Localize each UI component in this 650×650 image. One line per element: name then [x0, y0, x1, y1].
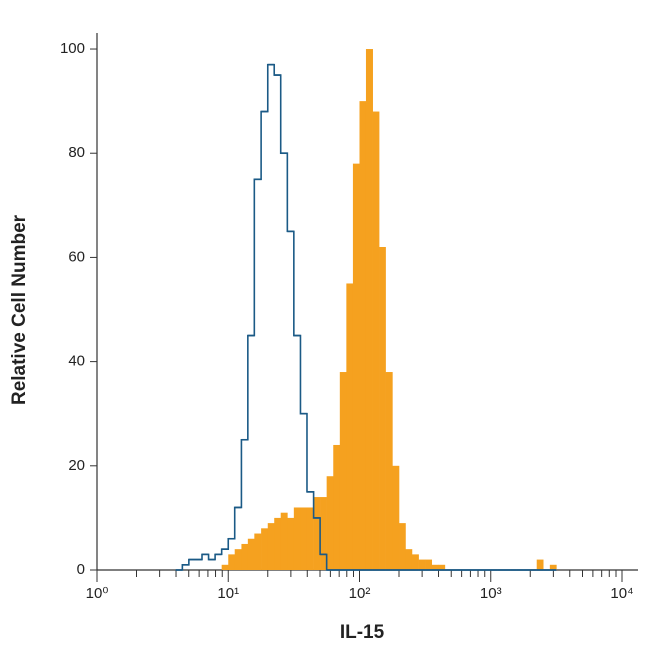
- y-tick-label: 60: [68, 248, 85, 265]
- histogram-bar: [411, 554, 419, 570]
- x-tick-label: 10²: [349, 585, 371, 602]
- histogram-bar: [438, 564, 446, 570]
- histogram-bar: [359, 101, 367, 570]
- x-tick-label: 10¹: [217, 585, 239, 602]
- histogram-bar: [313, 497, 321, 570]
- histogram-bar: [261, 528, 269, 570]
- y-tick-label: 0: [77, 561, 85, 578]
- histogram-bar: [405, 549, 413, 570]
- histogram-bar: [392, 465, 400, 570]
- histogram-bar: [306, 507, 314, 570]
- histogram-bar: [228, 554, 236, 570]
- histogram-bar: [352, 163, 360, 571]
- histogram-bar: [241, 543, 249, 570]
- histogram-bar: [287, 517, 295, 570]
- y-axis-title: Relative Cell Number: [9, 214, 30, 405]
- histogram-bar: [234, 549, 242, 570]
- x-axis-title: IL-15: [340, 622, 385, 643]
- histogram-bar: [425, 559, 433, 570]
- histogram-bar: [372, 111, 380, 571]
- histogram-bar: [385, 372, 393, 570]
- y-tick-label: 20: [68, 457, 85, 474]
- y-tick-label: 80: [68, 144, 85, 161]
- histogram-bar: [399, 523, 406, 570]
- histogram-bar: [365, 49, 373, 571]
- x-tick-label: 10⁴: [610, 585, 633, 602]
- histogram-bar: [267, 523, 275, 570]
- y-tick-label: 40: [68, 353, 85, 370]
- y-tick-label: 100: [60, 40, 85, 57]
- histogram-bar: [280, 512, 288, 570]
- histogram-bar: [320, 497, 327, 570]
- x-tick-label: 10⁰: [86, 585, 109, 602]
- histogram-bar: [247, 538, 255, 570]
- histogram-bar: [274, 517, 282, 570]
- histogram-bar: [549, 564, 557, 570]
- histogram-bar: [293, 507, 301, 570]
- x-tick-label: 10³: [480, 585, 502, 602]
- histogram-bar: [326, 476, 334, 570]
- histogram-bar: [379, 246, 386, 571]
- histogram-bar: [346, 283, 354, 570]
- histogram-bar: [254, 533, 262, 570]
- histogram-bar: [221, 564, 229, 570]
- histogram-bar: [418, 559, 426, 570]
- histogram-bar: [536, 559, 544, 570]
- histogram-bar: [339, 372, 347, 570]
- histogram-bar: [300, 507, 308, 570]
- histogram-bar: [431, 564, 439, 570]
- histogram-bar: [333, 444, 341, 570]
